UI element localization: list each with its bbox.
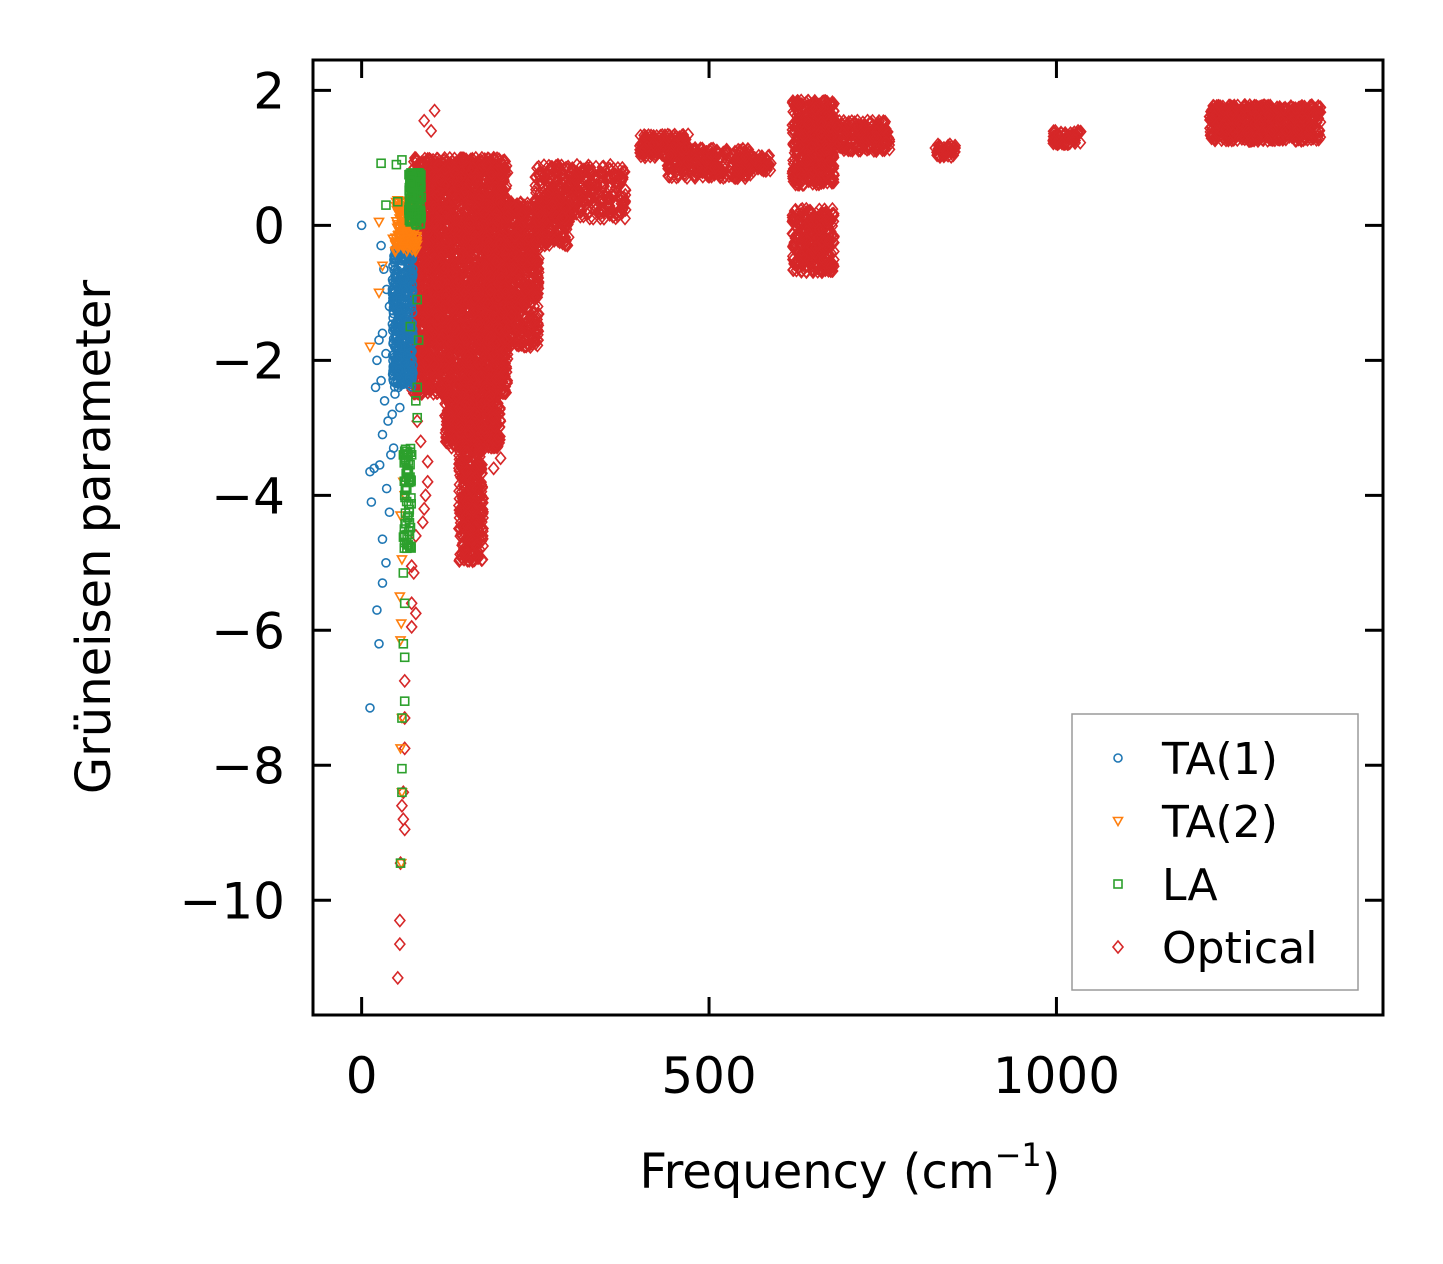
scatter-points bbox=[356, 93, 1327, 986]
